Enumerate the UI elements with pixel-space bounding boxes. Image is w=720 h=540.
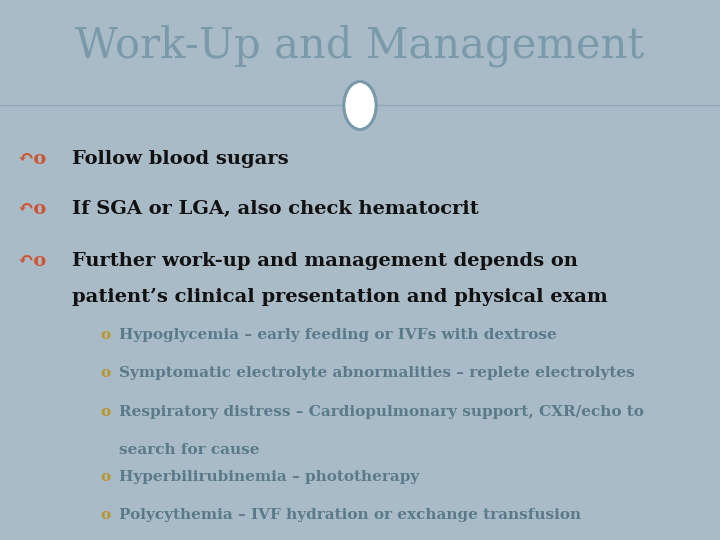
Text: search for cause: search for cause <box>119 443 259 457</box>
Text: o: o <box>101 470 111 484</box>
Text: o: o <box>101 508 111 522</box>
Text: Hyperbilirubinemia – phototherapy: Hyperbilirubinemia – phototherapy <box>119 470 419 484</box>
Text: o: o <box>101 404 111 418</box>
Text: Symptomatic electrolyte abnormalities – replete electrolytes: Symptomatic electrolyte abnormalities – … <box>119 367 634 381</box>
Text: patient’s clinical presentation and physical exam: patient’s clinical presentation and phys… <box>72 288 608 306</box>
Text: Respiratory distress – Cardiopulmonary support, CXR/echo to: Respiratory distress – Cardiopulmonary s… <box>119 404 644 418</box>
Text: Polycythemia – IVF hydration or exchange transfusion: Polycythemia – IVF hydration or exchange… <box>119 508 581 522</box>
Text: Further work-up and management depends on: Further work-up and management depends o… <box>72 252 578 270</box>
Text: Work-Up and Management: Work-Up and Management <box>76 24 644 67</box>
Text: o: o <box>101 367 111 381</box>
Text: ↶o: ↶o <box>18 151 48 168</box>
Text: Hypoglycemia – early feeding or IVFs with dextrose: Hypoglycemia – early feeding or IVFs wit… <box>119 328 557 342</box>
Text: ↶o: ↶o <box>18 252 48 270</box>
Text: If SGA or LGA, also check hematocrit: If SGA or LGA, also check hematocrit <box>72 200 479 218</box>
Text: Follow blood sugars: Follow blood sugars <box>72 151 289 168</box>
Ellipse shape <box>344 83 376 129</box>
Text: ↶o: ↶o <box>18 200 48 218</box>
Text: o: o <box>101 328 111 342</box>
